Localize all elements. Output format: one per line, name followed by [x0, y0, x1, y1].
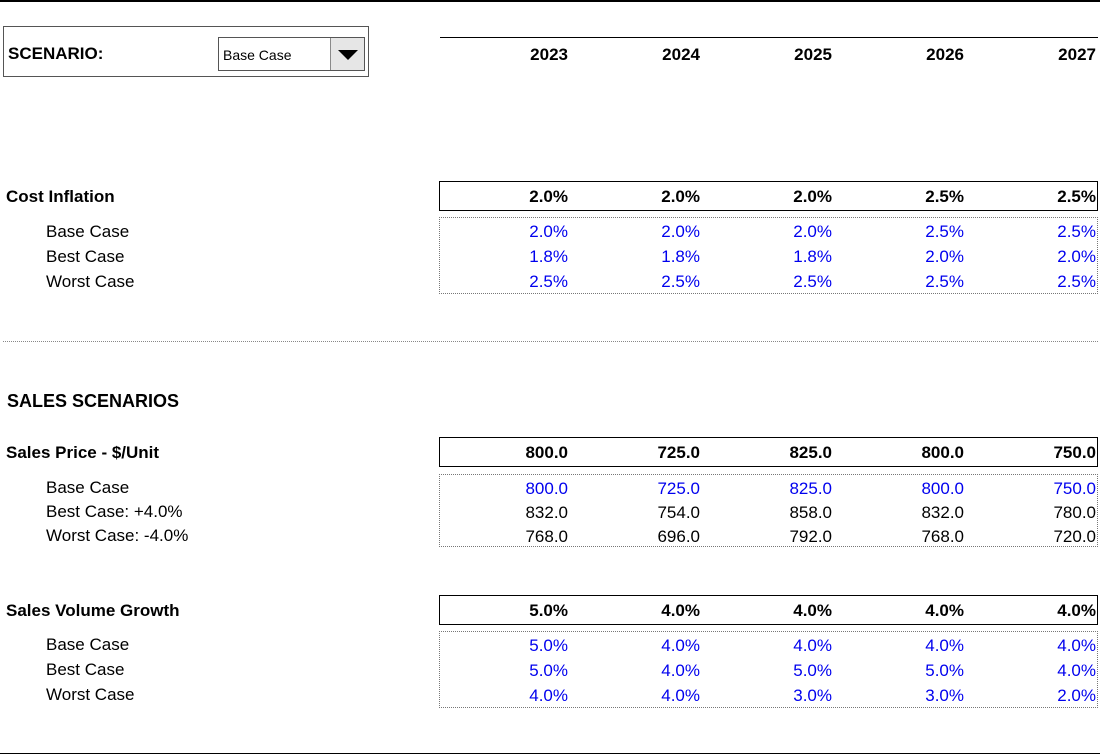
- dropdown-arrow-button[interactable]: [330, 38, 364, 70]
- sales-price-summary-value[interactable]: 725.0: [657, 443, 700, 462]
- sales-price-cell[interactable]: 754.0: [657, 503, 700, 522]
- cost-inflation-cell[interactable]: 2.5%: [529, 272, 568, 291]
- sales-price-cell[interactable]: 800.0: [921, 479, 964, 498]
- cost-inflation-cell[interactable]: 2.5%: [1057, 222, 1096, 241]
- sales-price-cell[interactable]: 800.0: [525, 479, 568, 498]
- cost-inflation-cell[interactable]: 2.0%: [925, 247, 964, 266]
- cost-inflation-summary-value[interactable]: 2.5%: [925, 187, 964, 206]
- sales-price-title: Sales Price - $/Unit: [6, 443, 160, 462]
- sales-volume-cell[interactable]: 4.0%: [661, 686, 700, 705]
- cost-inflation-cell[interactable]: 2.0%: [793, 222, 832, 241]
- sales-price-cell[interactable]: 832.0: [525, 503, 568, 522]
- cost-inflation-cell[interactable]: 2.5%: [925, 272, 964, 291]
- sales-price-detail-box: [439, 474, 1098, 547]
- top-rule: [0, 0, 1100, 2]
- cost-inflation-cell[interactable]: 2.0%: [529, 222, 568, 241]
- sales-volume-summary-box: [439, 595, 1098, 625]
- sales-volume-title: Sales Volume Growth: [6, 601, 180, 620]
- sales-volume-detail-box: [439, 631, 1098, 708]
- cost-inflation-cell[interactable]: 2.5%: [1057, 272, 1096, 291]
- sales-price-cell[interactable]: 832.0: [921, 503, 964, 522]
- cost-inflation-cell[interactable]: 1.8%: [661, 247, 700, 266]
- cost-inflation-summary-box: [439, 181, 1098, 211]
- cost-inflation-summary-value[interactable]: 2.0%: [529, 187, 568, 206]
- sales-volume-best-label: Best Case: [46, 660, 125, 679]
- sales-price-summary-value[interactable]: 800.0: [525, 443, 568, 462]
- bottom-rule: [0, 753, 1100, 754]
- sales-volume-cell[interactable]: 4.0%: [529, 686, 568, 705]
- year-header-2027: 2027: [1058, 45, 1096, 64]
- sales-volume-cell[interactable]: 4.0%: [661, 661, 700, 680]
- chevron-down-icon: [338, 50, 358, 60]
- section-divider: [3, 341, 1098, 342]
- year-header-2025: 2025: [794, 45, 832, 64]
- sales-price-cell[interactable]: 750.0: [1053, 479, 1096, 498]
- sales-price-summary-box: [439, 437, 1098, 467]
- sales-volume-cell[interactable]: 4.0%: [925, 636, 964, 655]
- sales-volume-cell[interactable]: 4.0%: [1057, 636, 1096, 655]
- sales-volume-cell[interactable]: 4.0%: [661, 636, 700, 655]
- sales-price-cell[interactable]: 768.0: [525, 527, 568, 546]
- sales-price-cell[interactable]: 792.0: [789, 527, 832, 546]
- sales-volume-cell[interactable]: 5.0%: [793, 661, 832, 680]
- sales-price-worst-label: Worst Case: -4.0%: [46, 526, 189, 545]
- cost-inflation-summary-value[interactable]: 2.5%: [1057, 187, 1096, 206]
- sales-price-cell[interactable]: 720.0: [1053, 527, 1096, 546]
- cost-inflation-cell[interactable]: 2.5%: [925, 222, 964, 241]
- year-header-2026: 2026: [926, 45, 964, 64]
- sales-price-summary-value[interactable]: 825.0: [789, 443, 832, 462]
- cost-inflation-cell[interactable]: 2.5%: [661, 272, 700, 291]
- cost-inflation-cell[interactable]: 1.8%: [529, 247, 568, 266]
- cost-inflation-cell[interactable]: 2.0%: [1057, 247, 1096, 266]
- sales-volume-cell[interactable]: 5.0%: [925, 661, 964, 680]
- cost-inflation-detail-box: [439, 217, 1098, 294]
- sales-volume-cell[interactable]: 5.0%: [529, 661, 568, 680]
- cost-inflation-base-label: Base Case: [46, 222, 130, 241]
- sales-price-cell[interactable]: 858.0: [789, 503, 832, 522]
- cost-inflation-best-label: Best Case: [46, 247, 125, 266]
- cost-inflation-cell[interactable]: 2.0%: [661, 222, 700, 241]
- scenario-dropdown-value: Base Case: [223, 47, 292, 63]
- cost-inflation-worst-label: Worst Case: [46, 272, 135, 291]
- sales-volume-summary-value[interactable]: 4.0%: [661, 601, 700, 620]
- sales-price-cell[interactable]: 725.0: [657, 479, 700, 498]
- sales-price-cell[interactable]: 825.0: [789, 479, 832, 498]
- sales-volume-cell[interactable]: 4.0%: [793, 636, 832, 655]
- cost-inflation-cell[interactable]: 2.5%: [793, 272, 832, 291]
- sales-price-cell[interactable]: 780.0: [1053, 503, 1096, 522]
- sales-volume-summary-value[interactable]: 4.0%: [793, 601, 832, 620]
- sales-volume-cell[interactable]: 5.0%: [529, 636, 568, 655]
- sales-volume-summary-value[interactable]: 4.0%: [925, 601, 964, 620]
- sales-price-cell[interactable]: 768.0: [921, 527, 964, 546]
- scenario-label: SCENARIO:: [8, 44, 104, 63]
- sales-price-best-label: Best Case: +4.0%: [46, 502, 183, 521]
- year-header-2024: 2024: [662, 45, 700, 64]
- sales-volume-cell[interactable]: 2.0%: [1057, 686, 1096, 705]
- sales-volume-base-label: Base Case: [46, 635, 130, 654]
- sales-volume-cell[interactable]: 3.0%: [925, 686, 964, 705]
- cost-inflation-title: Cost Inflation: [6, 187, 115, 206]
- scenario-panel: SCENARIO: Base Case: [3, 26, 369, 77]
- year-header-2023: 2023: [530, 45, 568, 64]
- cost-inflation-summary-value[interactable]: 2.0%: [661, 187, 700, 206]
- year-header-rule: [440, 37, 1098, 38]
- sales-volume-summary-value[interactable]: 5.0%: [529, 601, 568, 620]
- sales-price-cell[interactable]: 696.0: [657, 527, 700, 546]
- sales-volume-cell[interactable]: 4.0%: [1057, 661, 1096, 680]
- scenario-dropdown[interactable]: Base Case: [218, 37, 365, 71]
- sales-price-summary-value[interactable]: 800.0: [921, 443, 964, 462]
- sales-volume-cell[interactable]: 3.0%: [793, 686, 832, 705]
- cost-inflation-summary-value[interactable]: 2.0%: [793, 187, 832, 206]
- sales-price-summary-value[interactable]: 750.0: [1053, 443, 1096, 462]
- sales-scenarios-title: SALES SCENARIOS: [7, 391, 180, 411]
- cost-inflation-cell[interactable]: 1.8%: [793, 247, 832, 266]
- sales-volume-worst-label: Worst Case: [46, 685, 135, 704]
- sales-price-base-label: Base Case: [46, 478, 130, 497]
- sales-volume-summary-value[interactable]: 4.0%: [1057, 601, 1096, 620]
